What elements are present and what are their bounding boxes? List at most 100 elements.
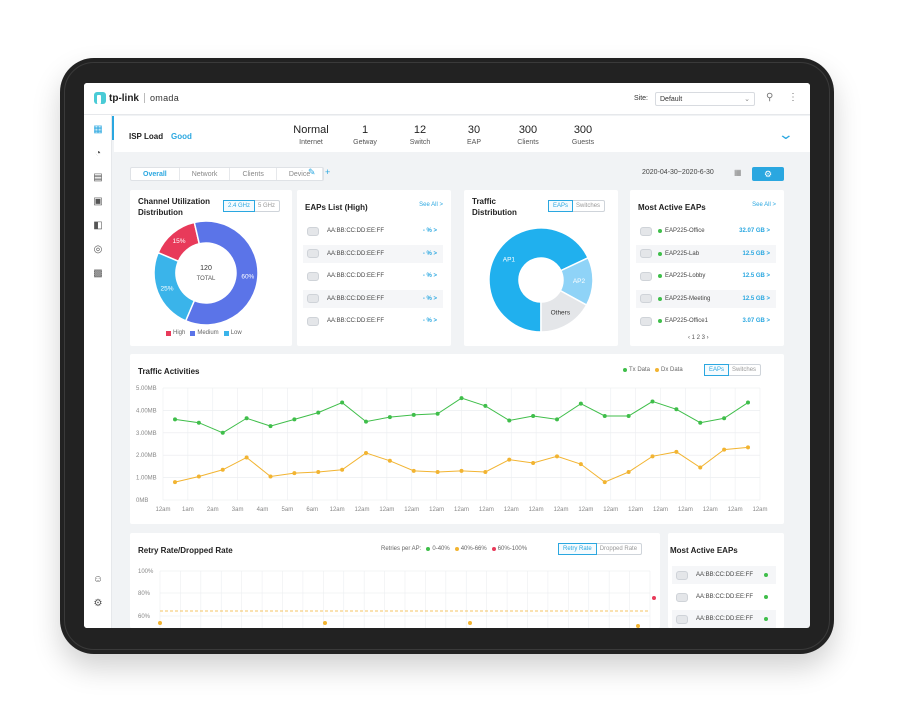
data-point[interactable] bbox=[483, 403, 488, 408]
edit-icon[interactable]: ✎ bbox=[308, 167, 316, 177]
traffic-value[interactable]: 12.5 GB > bbox=[742, 295, 770, 302]
data-point[interactable] bbox=[244, 455, 249, 460]
table-row[interactable]: AA:BB:CC:DD:EE:FF bbox=[672, 566, 776, 584]
search-icon[interactable]: ⚲ bbox=[766, 92, 774, 103]
data-point[interactable] bbox=[316, 410, 321, 415]
statistics-icon[interactable]: ◔ bbox=[94, 148, 102, 159]
data-point[interactable] bbox=[220, 430, 225, 435]
date-range[interactable]: 2020-04-30~2020-6-30 bbox=[642, 169, 714, 176]
data-point[interactable] bbox=[650, 454, 655, 459]
data-point[interactable] bbox=[578, 462, 583, 467]
table-row[interactable]: AA:BB:CC:DD:EE:FF bbox=[672, 588, 776, 606]
data-point[interactable] bbox=[674, 449, 679, 454]
data-point[interactable] bbox=[507, 418, 512, 423]
toggle-eaps[interactable]: EAPs bbox=[704, 364, 730, 376]
data-point[interactable] bbox=[411, 412, 416, 417]
data-point[interactable] bbox=[674, 407, 679, 412]
data-point[interactable] bbox=[698, 465, 703, 470]
data-point[interactable] bbox=[292, 471, 297, 476]
traffic-value[interactable]: 3.07 GB > bbox=[742, 318, 770, 324]
donut-slice[interactable] bbox=[488, 227, 590, 333]
donut-slice[interactable] bbox=[184, 220, 259, 326]
data-point[interactable] bbox=[220, 467, 225, 472]
add-icon[interactable]: + bbox=[325, 167, 331, 177]
see-all-link[interactable]: See All > bbox=[752, 202, 776, 208]
data-point[interactable] bbox=[364, 419, 368, 424]
data-point[interactable] bbox=[650, 399, 655, 404]
data-point[interactable] bbox=[459, 468, 464, 473]
logs-icon[interactable]: ◧ bbox=[93, 220, 103, 231]
dashboard-icon[interactable]: ▦ bbox=[93, 124, 103, 135]
data-point[interactable] bbox=[459, 396, 464, 401]
utilization-value[interactable]: - % > bbox=[422, 250, 437, 257]
data-point[interactable] bbox=[722, 416, 727, 421]
band-5ghz[interactable]: 5 GHz bbox=[258, 203, 276, 209]
toggle-switches[interactable]: Switches bbox=[732, 367, 757, 373]
table-row[interactable]: EAP225-Lab 12.5 GB > bbox=[636, 244, 776, 263]
data-point[interactable] bbox=[340, 400, 345, 405]
toggle-dropped-rate[interactable]: Dropped Rate bbox=[599, 546, 638, 552]
table-row[interactable]: EAP225-Lobby 12.5 GB > bbox=[636, 267, 776, 285]
toggle-eaps[interactable]: EAPs bbox=[548, 200, 574, 212]
utilization-value[interactable]: - % > bbox=[422, 228, 437, 234]
data-point[interactable] bbox=[555, 454, 559, 459]
utilization-value[interactable]: - % > bbox=[422, 295, 437, 302]
data-point[interactable] bbox=[340, 467, 345, 472]
utilization-value[interactable]: - % > bbox=[422, 318, 437, 324]
data-point[interactable] bbox=[746, 445, 750, 450]
data-point[interactable] bbox=[626, 414, 631, 418]
table-row[interactable]: AA:BB:CC:DD:EE:FF - % > bbox=[303, 312, 443, 330]
data-point[interactable] bbox=[268, 474, 273, 479]
expand-chevron-icon[interactable]: ⌄ bbox=[777, 126, 795, 142]
account-icon[interactable]: ☺ bbox=[92, 574, 104, 585]
utilization-value[interactable]: - % > bbox=[422, 273, 437, 279]
data-point[interactable] bbox=[387, 458, 392, 463]
data-point[interactable] bbox=[244, 416, 249, 421]
data-point[interactable] bbox=[746, 400, 750, 405]
data-point[interactable] bbox=[411, 468, 416, 473]
data-point[interactable] bbox=[435, 470, 440, 474]
data-point[interactable] bbox=[173, 480, 177, 485]
data-point[interactable] bbox=[578, 401, 583, 406]
see-all-link[interactable]: See All > bbox=[419, 202, 443, 208]
data-point[interactable] bbox=[652, 596, 656, 600]
data-point[interactable] bbox=[316, 470, 321, 474]
tab-clients[interactable]: Clients bbox=[230, 168, 277, 180]
data-point[interactable] bbox=[196, 474, 201, 479]
toggle-switches[interactable]: Switches bbox=[576, 203, 601, 209]
table-row[interactable]: AA:BB:CC:DD:EE:FF - % > bbox=[303, 222, 443, 240]
map-icon[interactable]: ▤ bbox=[93, 172, 103, 183]
data-point[interactable] bbox=[483, 470, 488, 474]
data-point[interactable] bbox=[722, 447, 727, 452]
data-point[interactable] bbox=[268, 424, 273, 429]
donut-slice[interactable] bbox=[153, 251, 196, 322]
data-point[interactable] bbox=[531, 414, 536, 418]
table-row[interactable]: AA:BB:CC:DD:EE:FF - % > bbox=[303, 289, 443, 308]
tab-device[interactable]: Device bbox=[277, 168, 324, 180]
pagination[interactable]: ‹ 1 2 3 › bbox=[688, 335, 709, 341]
data-point[interactable] bbox=[387, 415, 392, 420]
table-row[interactable]: EAP225-Meeting 12.5 GB > bbox=[636, 289, 776, 308]
tab-overall[interactable]: Overall bbox=[131, 168, 180, 180]
data-point[interactable] bbox=[626, 470, 631, 474]
data-point[interactable] bbox=[323, 621, 327, 625]
donut-slice[interactable] bbox=[540, 289, 588, 333]
toggle-retry-rate[interactable]: Retry Rate bbox=[558, 543, 597, 555]
data-point[interactable] bbox=[196, 420, 201, 425]
traffic-value[interactable]: 12.5 GB > bbox=[742, 250, 770, 257]
data-point[interactable] bbox=[468, 621, 472, 625]
data-point[interactable] bbox=[173, 417, 177, 422]
traffic-value[interactable]: 12.5 GB > bbox=[742, 273, 770, 279]
location-icon[interactable]: ◎ bbox=[93, 244, 103, 255]
data-point[interactable] bbox=[435, 411, 440, 416]
more-menu-icon[interactable]: ⋮ bbox=[788, 92, 798, 103]
widget-settings-button[interactable]: ⚙ bbox=[752, 167, 784, 181]
data-point[interactable] bbox=[364, 450, 368, 455]
tab-network[interactable]: Network bbox=[180, 168, 231, 180]
table-row[interactable]: EAP225-Office 32.07 GB > bbox=[636, 222, 776, 240]
data-point[interactable] bbox=[636, 624, 640, 628]
data-point[interactable] bbox=[158, 621, 162, 625]
settings-icon[interactable]: ⚙ bbox=[93, 598, 103, 609]
table-row[interactable]: AA:BB:CC:DD:EE:FF - % > bbox=[303, 244, 443, 263]
calendar-icon[interactable]: ▦ bbox=[734, 168, 742, 177]
